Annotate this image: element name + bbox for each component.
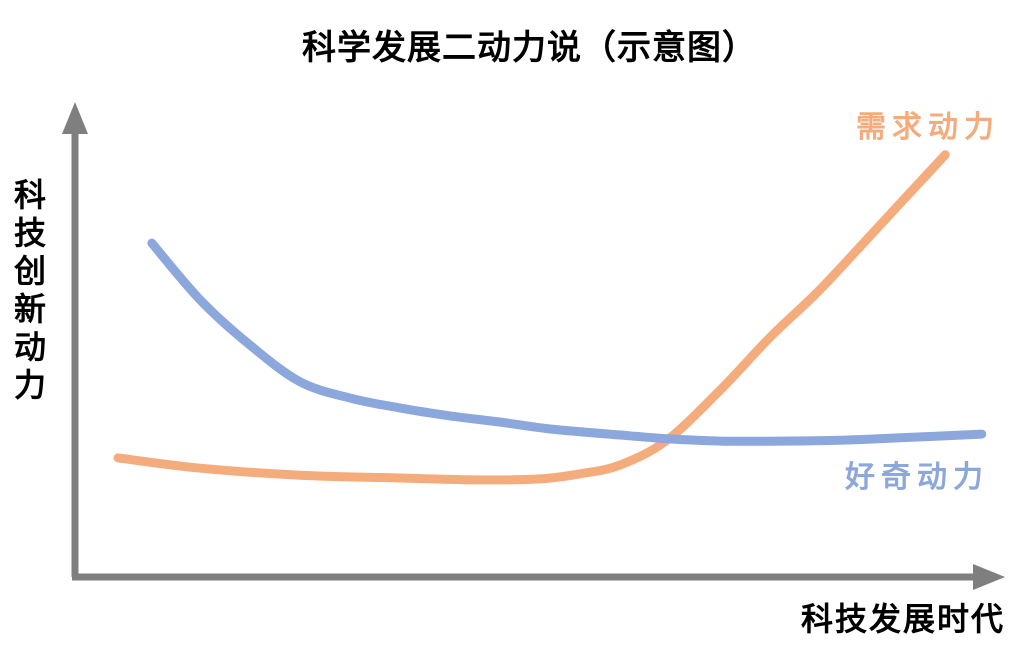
curiosity-curve [147, 238, 987, 446]
y-axis-label: 科技创新动力 [14, 177, 47, 403]
demand-curve [113, 150, 950, 485]
series-label-curiosity: 好奇动力 [845, 461, 989, 494]
series-label-demand: 需求动力 [856, 111, 1000, 144]
x-axis-label: 科技发展时代 [800, 601, 1005, 637]
x-axis-arrowhead-icon [973, 564, 1005, 590]
y-axis-arrowhead-icon [62, 102, 88, 134]
chart-title: 科学发展二动力说（示意图） [302, 29, 757, 67]
